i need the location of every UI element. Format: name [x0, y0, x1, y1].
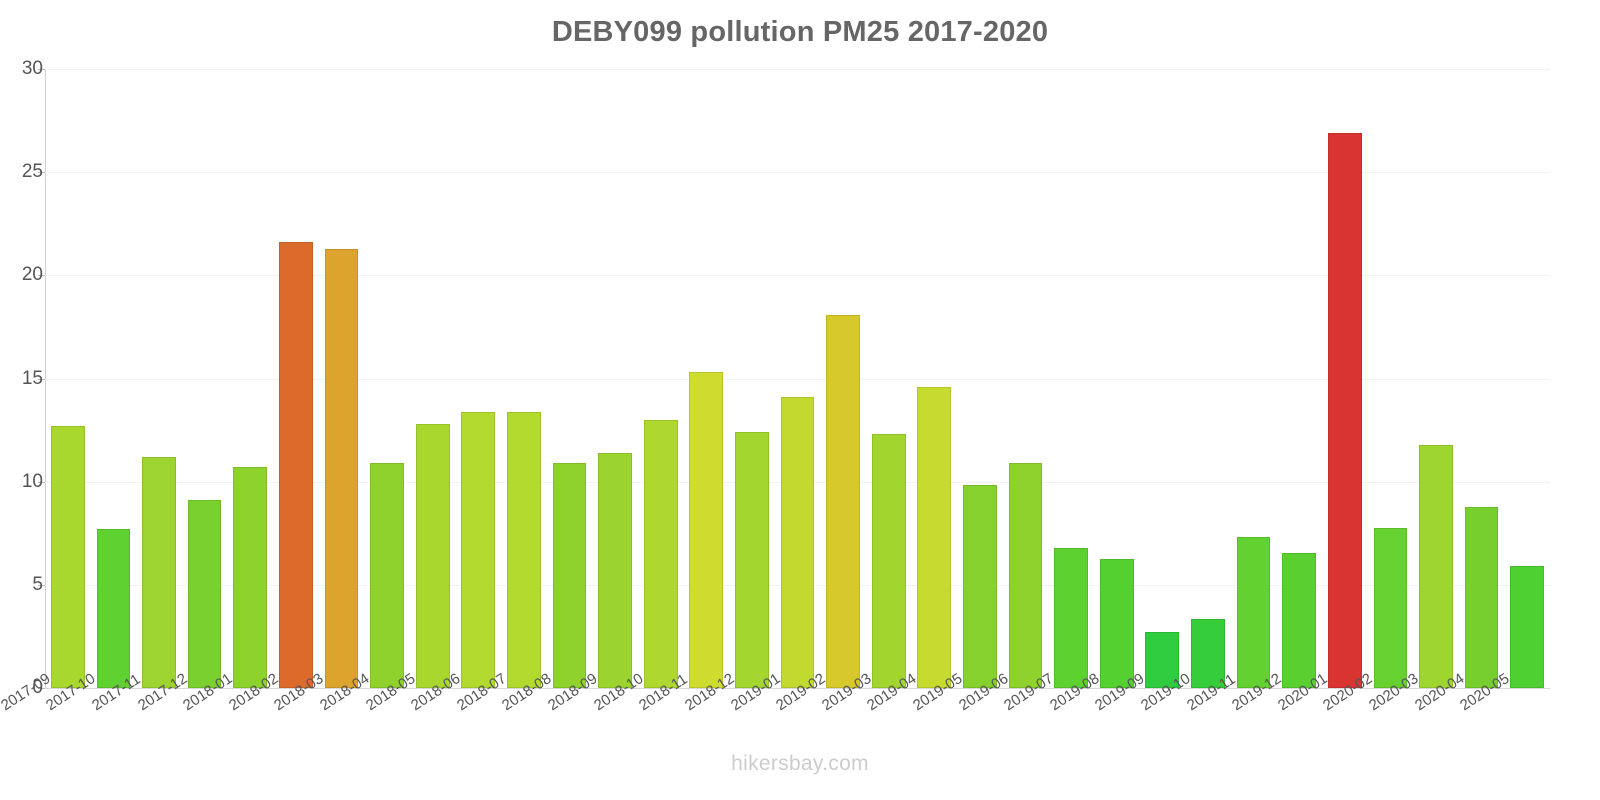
bar-2020-04[interactable]: [1464, 507, 1499, 688]
y-tick-label: 20: [21, 264, 43, 286]
bar-2018-11[interactable]: [689, 372, 724, 688]
bar-2018-01[interactable]: [233, 467, 268, 688]
bar-2018-06[interactable]: [461, 411, 496, 688]
bar-2018-04[interactable]: [370, 463, 404, 688]
bar-2020-03[interactable]: [1419, 444, 1453, 688]
bar-2018-10[interactable]: [643, 419, 678, 688]
bar-2017-11[interactable]: [142, 456, 176, 688]
bar-2018-12[interactable]: [735, 432, 769, 688]
bar-2017-12[interactable]: [187, 500, 222, 688]
y-tick-label: 5: [32, 573, 43, 595]
y-tick-mark: [38, 688, 45, 689]
bar-2018-05[interactable]: [415, 423, 450, 688]
bar-2019-12[interactable]: [1282, 552, 1317, 688]
y-tick-mark: [38, 481, 45, 483]
bar-2020-02[interactable]: [1373, 528, 1408, 688]
bar-2019-05[interactable]: [963, 484, 997, 688]
y-tick-label: 25: [21, 161, 43, 183]
page-title: DEBY099 pollution PM25 2017-2020: [551, 16, 1049, 48]
gridline: [45, 275, 1550, 277]
bar-2018-07[interactable]: [506, 411, 541, 688]
bar-2019-10[interactable]: [1191, 618, 1225, 688]
gridline: [45, 172, 1550, 174]
bar-2019-09[interactable]: [1145, 632, 1180, 688]
bar-2018-08[interactable]: [552, 463, 587, 688]
bar-2019-08[interactable]: [1099, 559, 1134, 688]
bar-2019-06[interactable]: [1008, 463, 1043, 688]
bar-2019-07[interactable]: [1054, 547, 1088, 688]
y-tick-mark: [38, 275, 45, 277]
bar-2017-10[interactable]: [96, 529, 131, 688]
y-tick-mark: [38, 378, 45, 380]
y-tick-label: 15: [21, 367, 43, 389]
y-tick-mark: [38, 172, 45, 174]
y-tick-label: 30: [21, 58, 43, 79]
y-tick-label: 0: [32, 677, 43, 698]
gridline: [45, 69, 1550, 70]
bar-2019-03[interactable]: [871, 434, 906, 688]
bar-2018-02[interactable]: [278, 242, 313, 688]
bar-2017-09[interactable]: [50, 425, 85, 688]
y-tick-mark: [38, 584, 45, 586]
gridline: [45, 378, 1550, 380]
bar-2019-02[interactable]: [826, 314, 860, 688]
y-tick-mark: [38, 69, 45, 70]
source-credit: hikersbay.com: [731, 752, 869, 775]
gridline: [45, 688, 1550, 689]
bar-2019-01[interactable]: [780, 397, 815, 688]
bar-2020-05[interactable]: [1510, 566, 1545, 688]
y-tick-label: 10: [21, 470, 43, 492]
bar-2019-04[interactable]: [917, 386, 952, 688]
plot-area: [45, 69, 1550, 688]
bar-2020-01[interactable]: [1327, 132, 1362, 688]
bar-2019-11[interactable]: [1236, 537, 1271, 688]
bar-2018-09[interactable]: [598, 452, 632, 688]
bar-2018-03[interactable]: [324, 248, 359, 688]
